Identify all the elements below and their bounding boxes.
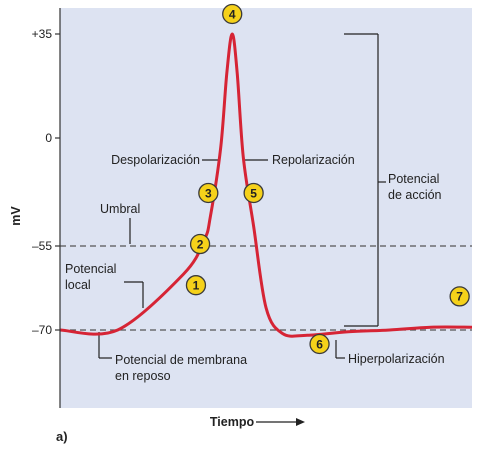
marker-circle xyxy=(309,333,330,355)
marker-circle xyxy=(185,275,207,296)
marker-circle xyxy=(449,286,470,307)
step-marker-1: 1 xyxy=(185,275,207,296)
marker-number: 1 xyxy=(193,279,200,293)
label-potencial-local-1: Potencial xyxy=(65,262,116,276)
marker-number: 4 xyxy=(229,7,236,21)
label-potencial-local-2: local xyxy=(65,278,91,292)
plot-background xyxy=(60,8,472,408)
marker-circle xyxy=(198,182,219,204)
label-reposo-1: Potencial de membrana xyxy=(115,353,247,367)
y-tick-label: +35 xyxy=(32,27,53,41)
label-despolarizacion: Despolarización xyxy=(111,153,200,167)
y-tick-label: 0 xyxy=(45,131,52,145)
label-hiperpolarizacion: Hiperpolarización xyxy=(348,352,445,366)
y-tick-label: –55 xyxy=(32,239,52,253)
marker-number: 5 xyxy=(250,186,257,200)
y-tick-label: –70 xyxy=(32,323,52,337)
y-axis-title: mV xyxy=(9,206,23,226)
y-axis-ticks: +35 0 –55 –70 xyxy=(32,8,61,408)
marker-circle xyxy=(243,182,264,204)
step-marker-6: 6 xyxy=(309,333,330,355)
label-potencial-accion-1: Potencial xyxy=(388,172,439,186)
step-markers: 1 2 3 4 5 6 7 xyxy=(185,3,470,355)
label-reposo-2: en reposo xyxy=(115,369,171,383)
panel-label: a) xyxy=(56,429,68,444)
x-axis-arrow xyxy=(256,418,305,426)
label-repolarizacion: Repolarización xyxy=(272,153,355,167)
marker-number: 2 xyxy=(197,237,204,251)
step-marker-7: 7 xyxy=(449,286,470,307)
marker-circle xyxy=(222,3,243,25)
label-potencial-accion-2: de acción xyxy=(388,188,442,202)
marker-number: 6 xyxy=(316,337,323,351)
x-axis-title: Tiempo xyxy=(210,415,255,429)
step-marker-5: 5 xyxy=(243,182,264,204)
marker-number: 3 xyxy=(205,186,212,200)
step-marker-3: 3 xyxy=(198,182,219,204)
marker-circle xyxy=(189,233,211,255)
step-marker-4: 4 xyxy=(222,3,243,25)
label-umbral: Umbral xyxy=(100,202,140,216)
annotation-brackets xyxy=(98,33,386,359)
marker-number: 7 xyxy=(456,290,463,304)
step-marker-2: 2 xyxy=(189,233,211,255)
